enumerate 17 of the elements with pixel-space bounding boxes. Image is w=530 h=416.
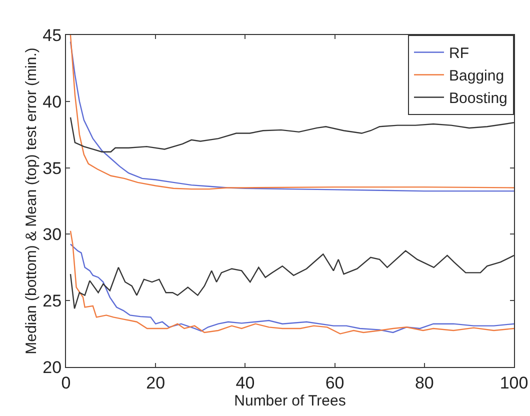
x-tick-label: 80 — [414, 373, 434, 392]
legend-label: Bagging — [449, 68, 504, 85]
y-tick-label: 25 — [42, 292, 62, 311]
y-tick-label: 35 — [42, 158, 62, 178]
y-tick-label: 30 — [42, 225, 62, 244]
y-tick-label: 45 — [42, 26, 62, 45]
y-axis-title: Median (bottom) & Mean (top) test error (min.) — [22, 48, 40, 354]
x-axis-title: Number of Trees — [234, 392, 346, 410]
x-tick-label: 0 — [61, 373, 71, 392]
y-tick-label: 40 — [42, 92, 62, 112]
x-tick-label: 60 — [325, 373, 344, 392]
legend-label: RF — [449, 45, 469, 62]
x-tick-label: 100 — [500, 373, 528, 392]
x-tick-label: 20 — [146, 373, 166, 392]
y-tick-label: 20 — [42, 358, 62, 377]
x-tick-label: 40 — [236, 373, 255, 392]
legend-label: Boosting — [449, 90, 508, 108]
